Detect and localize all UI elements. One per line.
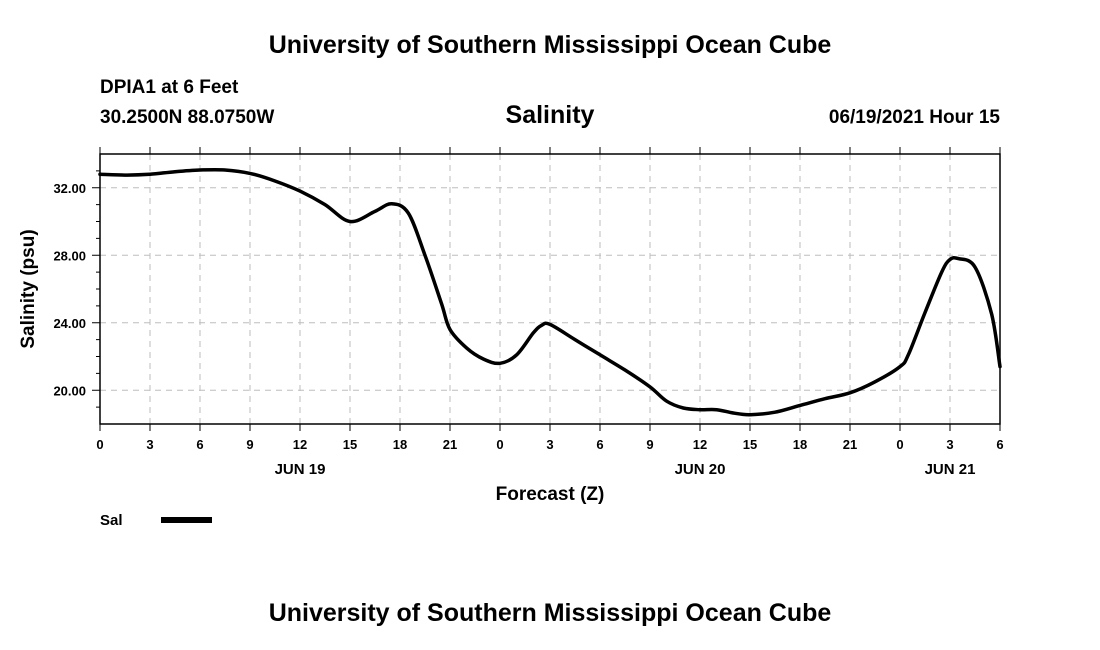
- x-tick-label: 18: [393, 437, 407, 452]
- y-tick-label: 20.00: [53, 383, 86, 398]
- x-tick-label: 12: [693, 437, 707, 452]
- day-label: JUN 20: [675, 461, 726, 478]
- forecast-time: 06/19/2021 Hour 15: [828, 107, 1000, 128]
- top-title: University of Southern Mississippi Ocean…: [268, 31, 832, 59]
- x-tick-label: 18: [793, 437, 807, 452]
- x-tick-label: 0: [896, 437, 903, 452]
- x-tick-label: 15: [743, 437, 757, 452]
- x-tick-label: 3: [546, 437, 553, 452]
- x-tick-label: 0: [496, 437, 503, 452]
- y-axis-label: Salinity (psu): [18, 229, 39, 348]
- x-tick-label: 3: [946, 437, 953, 452]
- x-tick-label: 9: [246, 437, 253, 452]
- station-name: DPIA1 at 6 Feet: [100, 77, 239, 98]
- x-tick-label: 3: [146, 437, 153, 452]
- day-label: JUN 21: [925, 461, 976, 478]
- legend: Sal: [100, 512, 212, 529]
- axes-layer: 0 3 6 9 12 15 18 21 0 3 6 9 12 15 18 21 0 3 6 20.00 24.00 28.…: [53, 147, 1004, 478]
- x-tick-label: 12: [293, 437, 307, 452]
- x-tick-label: 15: [343, 437, 357, 452]
- parameter-title: Salinity: [505, 101, 595, 129]
- station-coords: 30.2500N 88.0750W: [100, 107, 275, 128]
- x-tick-label: 21: [443, 437, 457, 452]
- y-tick-label: 28.00: [53, 248, 86, 263]
- x-tick-label: 0: [96, 437, 103, 452]
- x-tick-label: 6: [996, 437, 1003, 452]
- x-axis-label: Forecast (Z): [496, 484, 605, 505]
- series-line-sal: [98, 167, 1002, 417]
- grid-layer: [100, 154, 1000, 424]
- y-tick-label: 24.00: [53, 316, 86, 331]
- x-tick-label: 6: [196, 437, 203, 452]
- x-tick-label: 21: [843, 437, 857, 452]
- x-tick-label: 9: [646, 437, 653, 452]
- legend-label: Sal: [100, 512, 123, 529]
- plot-frame: [99, 153, 1001, 425]
- x-tick-label: 6: [596, 437, 603, 452]
- bottom-title: University of Southern Mississippi Ocean…: [268, 599, 832, 627]
- y-tick-label: 32.00: [53, 181, 86, 196]
- day-label: JUN 19: [275, 461, 326, 478]
- series-layer: [98, 167, 1002, 417]
